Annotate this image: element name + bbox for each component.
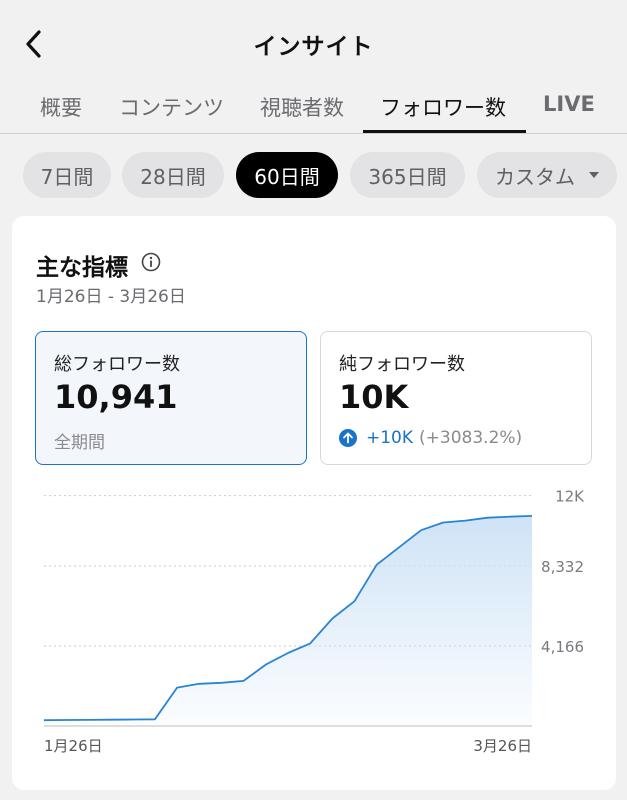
tab-viewers[interactable]: 視聴者数 bbox=[260, 96, 344, 120]
change-percent: (+3083.2%) bbox=[419, 428, 523, 448]
metric-value: 10K bbox=[339, 378, 409, 416]
app-header: インサイト bbox=[0, 0, 627, 82]
y-tick-label: 8,332 bbox=[541, 558, 584, 576]
tab-live[interactable]: LIVE bbox=[543, 92, 595, 116]
followers-chart: 12K 8,332 4,166 1月26日 3月26日 bbox=[12, 486, 616, 786]
tab-bar: 概要 コンテンツ 視聴者数 フォロワー数 LIVE bbox=[0, 82, 627, 134]
range-60-days[interactable]: 60日間 bbox=[236, 152, 338, 198]
date-range-label: 1月26日 - 3月26日 bbox=[36, 287, 186, 307]
followers-area bbox=[44, 515, 532, 726]
x-tick-label-end: 3月26日 bbox=[473, 737, 532, 755]
net-followers-metric[interactable]: 純フォロワー数 10K +10K (+3083.2%) bbox=[320, 331, 592, 465]
card-title: 主な指標 bbox=[36, 255, 128, 281]
page-title: インサイト bbox=[253, 34, 374, 60]
y-tick-label: 4,166 bbox=[541, 638, 584, 656]
total-followers-metric[interactable]: 総フォロワー数 10,941 全期間 bbox=[35, 331, 307, 465]
change-value: +10K bbox=[366, 428, 414, 448]
followers-line bbox=[43, 515, 533, 722]
chevron-left-icon bbox=[26, 30, 41, 58]
range-365-days[interactable]: 365日間 bbox=[350, 152, 465, 198]
metric-change: +10K (+3083.2%) bbox=[339, 428, 522, 448]
x-tick-label-start: 1月26日 bbox=[44, 737, 103, 755]
info-icon[interactable] bbox=[141, 252, 161, 272]
range-28-days[interactable]: 28日間 bbox=[122, 152, 224, 198]
tab-followers[interactable]: フォロワー数 bbox=[380, 96, 506, 120]
metric-label: 純フォロワー数 bbox=[339, 354, 465, 375]
tab-overview[interactable]: 概要 bbox=[40, 96, 82, 120]
date-range-selector: 7日間 28日間 60日間 365日間 カスタム bbox=[0, 152, 627, 198]
range-custom[interactable]: カスタム bbox=[477, 152, 617, 198]
metric-period: 全期間 bbox=[54, 433, 105, 453]
key-metrics-card: 主な指標 1月26日 - 3月26日 総フォロワー数 10,941 全期間 純フ… bbox=[12, 216, 616, 790]
y-tick-label: 12K bbox=[555, 488, 585, 506]
followers-chart-svg: 12K 8,332 4,166 1月26日 3月26日 bbox=[43, 488, 585, 755]
active-tab-indicator bbox=[363, 130, 526, 133]
tab-content[interactable]: コンテンツ bbox=[119, 96, 224, 120]
caret-down-icon bbox=[589, 172, 599, 178]
metric-label: 総フォロワー数 bbox=[54, 354, 180, 375]
back-button[interactable] bbox=[18, 26, 50, 62]
range-7-days[interactable]: 7日間 bbox=[23, 152, 111, 198]
metric-value: 10,941 bbox=[54, 378, 178, 416]
arrow-up-circle-icon bbox=[339, 429, 357, 447]
